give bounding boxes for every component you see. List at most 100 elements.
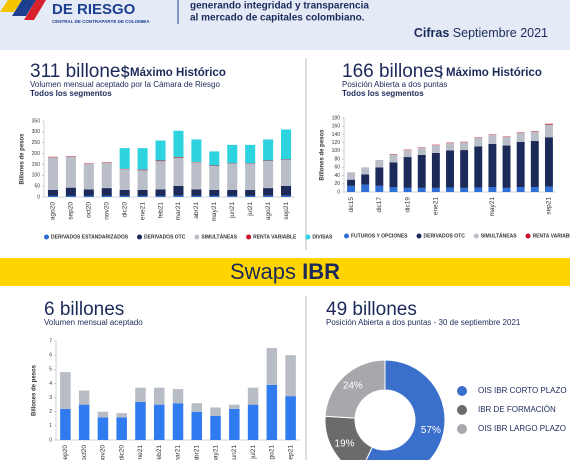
logo: [0, 0, 46, 20]
x-tick-label: ago21: [265, 202, 272, 220]
legend-marker: [246, 234, 252, 240]
bar-segment: [83, 163, 94, 190]
bar-segment: [119, 195, 130, 197]
bar-segment: [155, 160, 166, 162]
bar-segment: [229, 404, 240, 409]
x-tick-label: dic20: [118, 445, 125, 460]
bar-segment: [209, 195, 220, 197]
bar-segment: [173, 130, 184, 158]
bar-segment: [47, 157, 58, 190]
slice-label: 57%: [421, 425, 441, 436]
y-axis-label: Billones de pesos: [320, 129, 326, 181]
bar-segment: [97, 417, 109, 440]
x-tick-label: ene21: [139, 202, 146, 220]
bar-segment: [361, 174, 370, 185]
bar-segment: [516, 132, 525, 142]
x-tick-label: feb21: [156, 445, 163, 460]
bar-segment: [209, 165, 220, 190]
bar-segment: [347, 185, 356, 192]
chart-title: 166 billones: [342, 61, 443, 82]
x-tick-label: abr21: [193, 445, 200, 460]
bar-segment: [530, 187, 539, 192]
bar-segment: [516, 141, 525, 188]
y-tick-label: 5: [49, 367, 52, 373]
bar-segment: [227, 144, 238, 164]
y-tick-label: 120: [332, 140, 341, 146]
bar-segment: [155, 189, 166, 196]
banner-emphasis: IBR: [302, 259, 340, 284]
chart-subtitle: Volumen mensual aceptado: [44, 318, 143, 327]
bar-segment: [173, 157, 184, 158]
y-tick-label: 160: [332, 124, 341, 130]
x-tick-label: sep21: [283, 202, 290, 220]
legend-marker: [194, 234, 200, 240]
y-tick-label: 4: [49, 381, 52, 387]
bar-segment: [227, 163, 238, 190]
bar-segment: [137, 169, 148, 171]
bar-segment: [60, 372, 71, 409]
bar-segment: [191, 195, 202, 197]
bar-segment: [116, 417, 127, 440]
bar-segment: [65, 156, 76, 188]
bar-segment: [137, 195, 148, 197]
bar-segment: [502, 187, 511, 192]
bar-segment: [266, 348, 278, 385]
y-tick-label: 7: [49, 338, 52, 344]
bar-segment: [247, 387, 259, 405]
legend-label: SIMULTÁNEAS: [201, 233, 237, 240]
bar-segment: [281, 185, 292, 196]
x-tick-label: dic15: [348, 197, 355, 213]
bar-segment: [173, 185, 184, 196]
slice-label: 24%: [343, 380, 363, 391]
period: Cifras Septiembre 2021: [414, 26, 548, 40]
banner-title: Swaps IBR: [230, 259, 340, 284]
chart-title: 49 billones: [326, 299, 417, 320]
chart-subtitle: Posición Abierta a dos puntas - 30 de se…: [326, 318, 521, 327]
bar-segment: [460, 142, 469, 151]
bar-segment: [544, 137, 553, 187]
bar-segment: [375, 159, 384, 168]
bar-segment: [431, 145, 440, 153]
y-tick-label: 60: [334, 165, 340, 171]
bar-segment: [153, 387, 165, 405]
x-tick-label: sep21: [287, 445, 294, 460]
y-tick-label: 0: [337, 189, 340, 195]
bar-segment: [285, 355, 296, 397]
legend-label: DERIVADOS OTC: [144, 234, 186, 240]
bar-segment: [119, 169, 130, 190]
x-tick-label: abr21: [193, 202, 200, 219]
x-tick-label: jun21: [229, 202, 236, 219]
y-tick-label: 40: [334, 173, 340, 179]
y-tick-label: 2: [49, 409, 52, 415]
legend-marker: [525, 233, 531, 239]
bar-segment: [403, 150, 412, 158]
x-tick-label: ene21: [433, 197, 440, 215]
y-axis-label: Billones de pesos: [32, 364, 38, 416]
bar-segment: [502, 145, 511, 188]
bar-segment: [173, 157, 184, 186]
legend-marker: [473, 233, 479, 239]
bar-segment: [460, 187, 469, 192]
bar-segment: [544, 124, 553, 138]
legend-label: OIS IBR LARGO PLAZO: [478, 424, 566, 433]
legend-marker: [416, 233, 422, 239]
x-tick-label: jul21: [247, 202, 254, 217]
x-tick-label: may21: [212, 445, 219, 460]
bar-segment: [446, 150, 454, 188]
bar-segment: [229, 408, 240, 440]
banner: [0, 258, 570, 286]
y-tick-label: 180: [332, 115, 341, 121]
bar-segment: [285, 396, 296, 440]
bar-segment: [119, 148, 130, 169]
bar-segment: [281, 129, 292, 160]
chart-subtitle: Posición Abierta a dos puntas: [342, 80, 447, 89]
bar-segment: [245, 163, 256, 190]
bar-segment: [361, 184, 370, 192]
bar-segment: [530, 131, 539, 142]
legend-label: RENTA VARIABLE: [253, 234, 297, 240]
bar-segment: [172, 389, 184, 404]
y-tick-label: 6: [49, 352, 52, 358]
pie-slice: [324, 359, 386, 419]
x-tick-label: mar21: [175, 445, 182, 460]
